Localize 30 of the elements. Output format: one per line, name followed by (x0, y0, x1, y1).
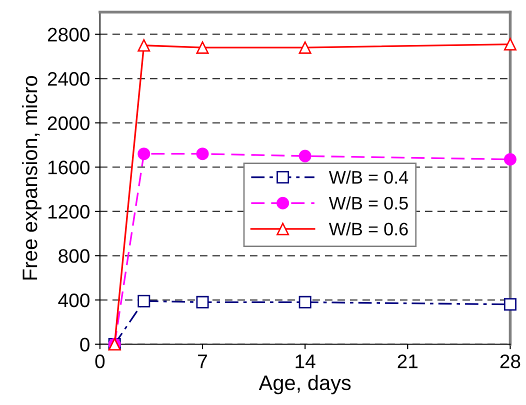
y-axis-title: Free expansion, micro (22, 76, 42, 280)
x-tick-label: 28 (500, 354, 520, 368)
y-tick-label: 1200 (48, 204, 90, 219)
x-axis-title: Age, days (258, 374, 351, 394)
point (196, 41, 209, 54)
y-tick-label: 400 (58, 293, 90, 308)
point (298, 41, 312, 54)
legend-label: W/B = 0.5 (328, 196, 408, 210)
point (504, 153, 516, 166)
x-tick-label: 14 (296, 354, 316, 368)
y-tick-label: 0 (80, 338, 90, 352)
point (504, 38, 516, 51)
legend-label: W/B = 0.6 (328, 222, 408, 236)
point (504, 298, 516, 311)
point (196, 148, 209, 160)
y-tick-label: 800 (58, 249, 90, 263)
point (138, 39, 150, 52)
point (138, 294, 150, 308)
y-tick-label: 1600 (48, 160, 90, 174)
legend-label: W/B = 0.4 (328, 170, 408, 184)
y-tick-label: 2400 (48, 72, 90, 86)
y-tick-label: 2800 (48, 28, 90, 42)
x-tick-label: 7 (198, 354, 207, 368)
point (298, 150, 312, 162)
x-tick-label: 21 (398, 354, 418, 368)
point (196, 296, 209, 308)
point (138, 148, 150, 160)
point (298, 296, 312, 308)
x-tick-label: 0 (95, 354, 105, 368)
y-tick-label: 2000 (48, 116, 90, 130)
